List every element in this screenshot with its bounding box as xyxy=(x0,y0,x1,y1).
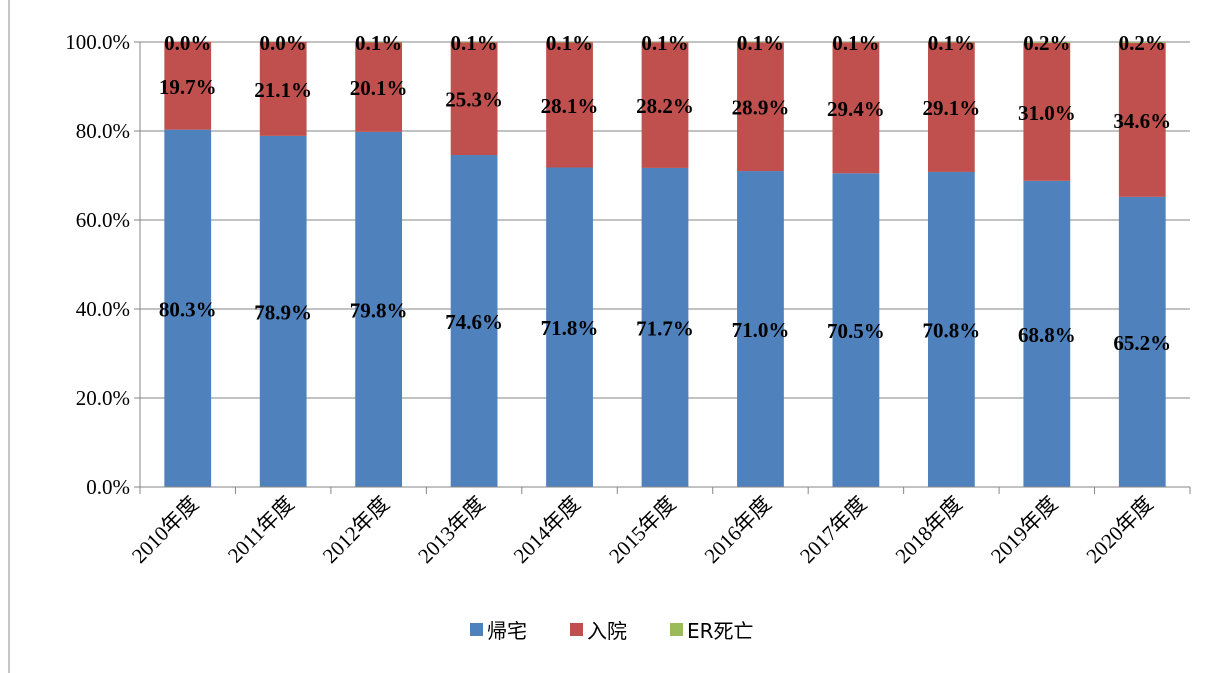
data-label: 78.9% xyxy=(254,300,312,324)
data-label: 29.4% xyxy=(827,97,885,121)
bar-segment xyxy=(1118,196,1166,488)
data-label: 71.7% xyxy=(636,316,694,340)
data-label: 68.8% xyxy=(1018,323,1076,347)
bar-segment xyxy=(641,167,689,487)
data-label: 0.1% xyxy=(355,31,402,55)
data-label: 28.9% xyxy=(732,96,790,120)
data-label: 74.6% xyxy=(445,310,503,334)
x-tick-label: 2012年度 xyxy=(318,492,394,568)
data-label: 0.0% xyxy=(164,31,211,55)
legend-item: ER死亡 xyxy=(670,619,754,643)
bar-segment xyxy=(832,173,880,487)
x-tick-label: 2017年度 xyxy=(795,492,871,568)
data-label: 0.1% xyxy=(832,31,879,55)
bar-segment xyxy=(1023,180,1071,487)
bar-segment xyxy=(1023,42,1071,181)
data-label: 79.8% xyxy=(350,298,408,322)
bar-segment xyxy=(546,42,593,168)
x-tick-label: 2011年度 xyxy=(223,492,299,568)
data-label: 0.2% xyxy=(1023,31,1070,55)
bar-segment xyxy=(927,42,975,172)
bar-segment xyxy=(164,129,212,488)
bar-segment xyxy=(355,131,403,487)
bar-segment xyxy=(737,42,784,172)
data-label: 0.1% xyxy=(450,31,497,55)
data-label: 0.1% xyxy=(546,31,593,55)
data-label: 28.2% xyxy=(636,94,694,118)
legend-label: ER死亡 xyxy=(687,619,754,643)
x-tick-label: 2014年度 xyxy=(509,492,585,568)
data-label: 0.2% xyxy=(1119,31,1166,55)
data-label: 21.1% xyxy=(254,78,312,102)
y-tick-label: 0.0% xyxy=(86,475,130,499)
legend-item: 帰宅 xyxy=(470,619,527,643)
x-tick-label: 2019年度 xyxy=(986,492,1062,568)
data-label: 0.0% xyxy=(260,31,307,55)
bar-segment xyxy=(737,171,784,488)
data-label: 31.0% xyxy=(1018,101,1076,125)
y-tick-label: 80.0% xyxy=(76,119,130,143)
bar-segment xyxy=(641,42,689,168)
legend-swatch xyxy=(470,623,483,636)
data-label: 28.1% xyxy=(541,94,599,118)
data-label: 0.1% xyxy=(737,31,784,55)
legend-label: 帰宅 xyxy=(487,619,527,643)
bar-segment xyxy=(259,135,307,487)
data-label: 25.3% xyxy=(445,88,503,112)
bar-segment xyxy=(259,42,307,136)
x-tick-label: 2018年度 xyxy=(891,492,967,568)
legend-label: 入院 xyxy=(587,619,627,643)
legend-swatch xyxy=(670,623,683,636)
x-tick-label: 2020年度 xyxy=(1081,492,1157,568)
legend-item: 入院 xyxy=(570,619,627,643)
data-label: 70.8% xyxy=(922,318,980,342)
data-label: 65.2% xyxy=(1113,331,1171,355)
data-label: 19.7% xyxy=(159,75,217,99)
data-label: 71.8% xyxy=(541,316,599,340)
bar-segment xyxy=(355,42,403,132)
x-tick-label: 2013年度 xyxy=(413,492,489,568)
x-tick-label: 2010年度 xyxy=(127,492,203,568)
data-label: 34.6% xyxy=(1113,109,1171,133)
data-label: 71.0% xyxy=(732,318,790,342)
bar-segment xyxy=(1023,42,1071,43)
data-label: 70.5% xyxy=(827,319,885,343)
legend: 帰宅 入院 ER死亡 xyxy=(470,619,754,643)
bar-segment xyxy=(1118,42,1166,43)
bar-segment xyxy=(450,42,498,156)
y-tick-label: 100.0% xyxy=(65,30,130,54)
bar-segment xyxy=(164,42,212,130)
x-tick-label: 2015年度 xyxy=(604,492,680,568)
y-tick-label: 20.0% xyxy=(76,386,130,410)
data-label: 20.1% xyxy=(350,76,408,100)
x-tick-label: 2016年度 xyxy=(700,492,776,568)
data-label: 0.1% xyxy=(641,31,688,55)
legend-swatch xyxy=(570,623,583,636)
data-label: 80.3% xyxy=(159,297,217,321)
data-label: 29.1% xyxy=(922,96,980,120)
bar-segment xyxy=(927,171,975,487)
bars xyxy=(164,42,1166,488)
bar-segment xyxy=(546,167,593,488)
data-labels: 80.3% 78.9% 79.8% 74.6% 71.8% 71.7% 71.0% 70.5%… xyxy=(159,31,1171,355)
y-tick-label: 60.0% xyxy=(76,208,130,232)
y-tick-label: 40.0% xyxy=(76,297,130,321)
bar-segment xyxy=(1118,42,1166,197)
data-label: 0.1% xyxy=(928,31,975,55)
bar-segment xyxy=(832,42,880,174)
bar-segment xyxy=(450,155,498,487)
